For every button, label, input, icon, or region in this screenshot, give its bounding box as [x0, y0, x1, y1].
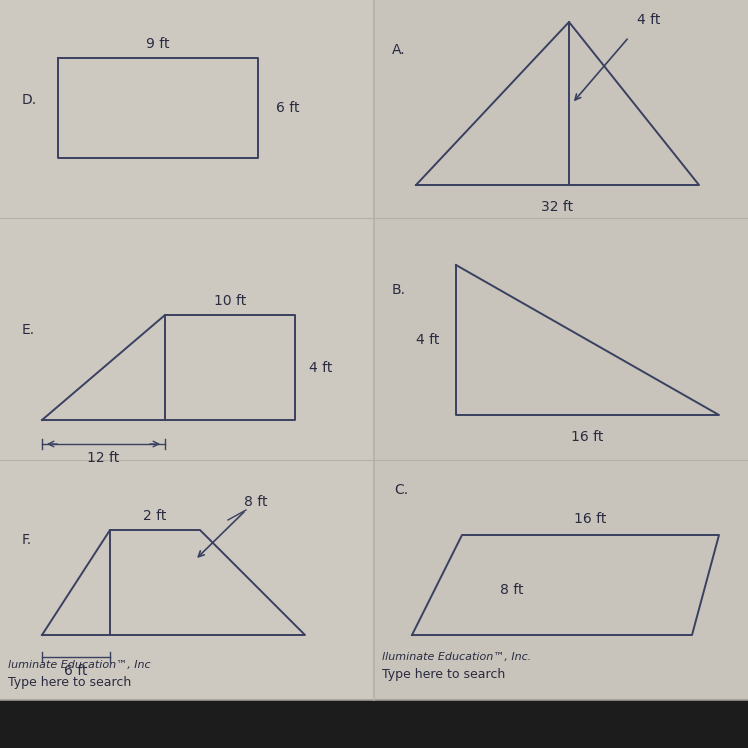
- Text: 16 ft: 16 ft: [571, 430, 604, 444]
- Text: D.: D.: [22, 93, 37, 107]
- Text: 10 ft: 10 ft: [214, 294, 246, 308]
- Text: F.: F.: [22, 533, 32, 547]
- Text: 8 ft: 8 ft: [500, 583, 524, 597]
- Text: 32 ft: 32 ft: [542, 200, 574, 214]
- Text: 8 ft: 8 ft: [245, 495, 268, 509]
- Text: 2 ft: 2 ft: [144, 509, 167, 523]
- Text: A.: A.: [392, 43, 405, 57]
- Text: 4 ft: 4 ft: [310, 361, 333, 375]
- Text: E.: E.: [22, 323, 35, 337]
- Text: 4 ft: 4 ft: [637, 13, 660, 27]
- Text: 4 ft: 4 ft: [417, 333, 440, 347]
- Text: 6 ft: 6 ft: [276, 101, 300, 115]
- Text: Type here to search: Type here to search: [382, 668, 505, 681]
- Text: 12 ft: 12 ft: [88, 451, 120, 465]
- Text: Type here to search: Type here to search: [8, 676, 131, 689]
- Text: C.: C.: [394, 483, 408, 497]
- Text: lluminate Education™, Inc.: lluminate Education™, Inc.: [382, 652, 531, 662]
- Text: 9 ft: 9 ft: [147, 37, 170, 51]
- Text: B.: B.: [392, 283, 406, 297]
- Text: luminate Education™, Inc: luminate Education™, Inc: [8, 660, 150, 670]
- Text: 16 ft: 16 ft: [574, 512, 607, 526]
- Text: 6 ft: 6 ft: [64, 664, 88, 678]
